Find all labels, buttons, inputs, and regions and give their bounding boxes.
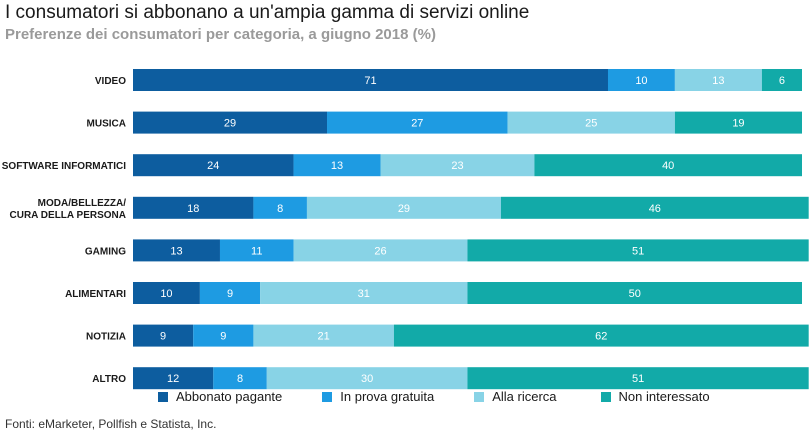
bar-segment bbox=[133, 154, 294, 177]
legend-swatch bbox=[322, 391, 333, 402]
data-label: 23 bbox=[451, 160, 463, 172]
data-label: 6 bbox=[779, 75, 785, 87]
data-label: 13 bbox=[170, 245, 182, 257]
data-label: 9 bbox=[227, 288, 233, 300]
data-label: 18 bbox=[187, 203, 199, 215]
data-label: 24 bbox=[207, 160, 219, 172]
bar-segment bbox=[393, 324, 809, 347]
data-label: 51 bbox=[632, 245, 644, 257]
legend-swatch bbox=[158, 391, 168, 402]
category-label: ALTRO bbox=[92, 374, 126, 385]
chart-legend: Abbonato pagante In prova gratuita Alla ri… bbox=[158, 389, 710, 404]
bar-segment bbox=[467, 282, 802, 304]
data-label: 27 bbox=[411, 118, 423, 130]
legend-swatch bbox=[474, 391, 485, 402]
data-label: 29 bbox=[398, 203, 410, 215]
category-label: SOFTWARE INFORMATICI bbox=[2, 161, 126, 172]
bar-segment bbox=[293, 154, 381, 177]
source-note: Fonti: eMarketer, Pollfish e Statista, I… bbox=[5, 417, 217, 431]
chart-title: I consumatori si abbonano a un'ampia gam… bbox=[5, 2, 530, 23]
category-label: ALIMENTARI bbox=[65, 289, 126, 300]
bar-segment bbox=[213, 367, 267, 390]
bar-segment bbox=[133, 367, 214, 390]
bar-segment bbox=[467, 239, 809, 262]
bar-segment bbox=[253, 324, 394, 347]
data-label: 40 bbox=[662, 160, 674, 172]
legend-label: In prova gratuita bbox=[340, 389, 435, 404]
bar-segment bbox=[133, 111, 328, 134]
bar-segment bbox=[199, 282, 261, 304]
data-label: 9 bbox=[160, 331, 166, 343]
data-label: 50 bbox=[629, 288, 641, 300]
stacked-bar-chart: VIDEO 71 10 13 6 MUSICA 29 27 25 19 SOFTWARE INFOR… bbox=[2, 69, 809, 390]
bar-segment bbox=[133, 69, 608, 91]
legend-item: In prova gratuita bbox=[322, 389, 434, 404]
legend-item: Non interessato bbox=[600, 389, 710, 404]
data-label: 9 bbox=[220, 331, 226, 343]
legend-item: Abbonato pagante bbox=[158, 389, 282, 404]
bar-segment bbox=[133, 324, 194, 347]
bar-segment bbox=[327, 111, 508, 134]
bar-segment bbox=[133, 196, 254, 219]
bar-segment bbox=[674, 111, 802, 134]
legend-label: Non interessato bbox=[618, 389, 710, 404]
data-label: 19 bbox=[732, 118, 744, 130]
category-label: MODA/BELLEZZA/CURA DELLA PERSONA bbox=[10, 198, 127, 221]
data-label: 8 bbox=[237, 373, 243, 385]
bar-segment bbox=[467, 367, 809, 390]
bar-segment bbox=[293, 239, 468, 262]
data-label: 8 bbox=[277, 203, 283, 215]
data-label: 25 bbox=[585, 118, 597, 130]
category-label: VIDEO bbox=[95, 76, 126, 87]
data-label: 71 bbox=[364, 75, 376, 87]
category-label: GAMING bbox=[85, 246, 126, 257]
data-label: 31 bbox=[358, 288, 370, 300]
category-label: NOTIZIA bbox=[86, 332, 126, 343]
bar-segment bbox=[607, 69, 675, 91]
bar-segment bbox=[266, 367, 468, 390]
bar-segment bbox=[133, 282, 200, 304]
data-label: 30 bbox=[361, 373, 373, 385]
category-label: MUSICA bbox=[87, 119, 126, 130]
data-label: 11 bbox=[251, 245, 262, 257]
data-label: 10 bbox=[635, 75, 647, 87]
chart-subtitle: Preferenze dei consumatori per categoria… bbox=[5, 26, 436, 43]
legend-item: Alla ricerca bbox=[474, 389, 557, 404]
bar-segment bbox=[193, 324, 254, 347]
data-label: 29 bbox=[224, 118, 236, 130]
bar-segment bbox=[500, 196, 809, 219]
data-label: 13 bbox=[331, 160, 343, 172]
data-label: 12 bbox=[167, 373, 179, 385]
data-label: 13 bbox=[712, 75, 724, 87]
bar-segment bbox=[674, 69, 762, 91]
bar-segment bbox=[534, 154, 802, 177]
bar-segment bbox=[260, 282, 468, 304]
bar-segment bbox=[306, 196, 501, 219]
bar-segment bbox=[219, 239, 294, 262]
bar-segment bbox=[761, 69, 802, 91]
data-label: 21 bbox=[318, 331, 330, 343]
data-label: 10 bbox=[160, 288, 172, 300]
data-label: 62 bbox=[595, 331, 607, 343]
bar-segment bbox=[253, 196, 307, 219]
bar-segment bbox=[133, 239, 220, 262]
data-label: 26 bbox=[374, 245, 386, 257]
bar-segment bbox=[507, 111, 675, 134]
bar-segment bbox=[380, 154, 535, 177]
legend-label: Alla ricerca bbox=[492, 389, 557, 404]
legend-swatch bbox=[600, 391, 611, 402]
data-label: 51 bbox=[632, 373, 644, 385]
legend-label: Abbonato pagante bbox=[176, 389, 283, 404]
data-label: 46 bbox=[649, 203, 661, 215]
